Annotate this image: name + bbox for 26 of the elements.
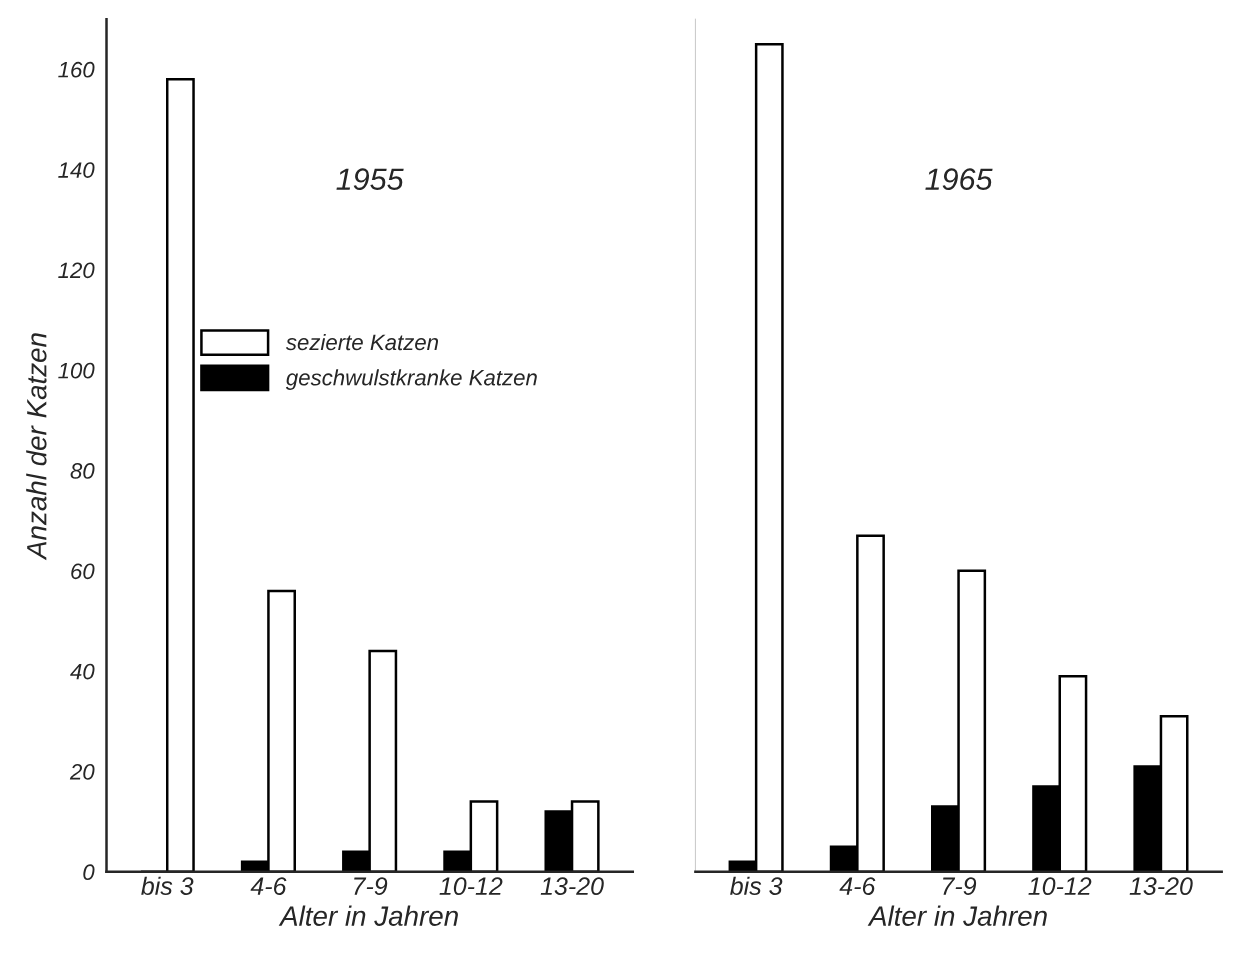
x-tick-label: bis 3 xyxy=(730,876,783,895)
y-tick-label: 20 xyxy=(69,764,95,780)
y-tick-label: 80 xyxy=(70,463,95,479)
x-tick-label: bis 3 xyxy=(141,876,194,895)
x-axis-title: Alter in Jahren xyxy=(867,905,1047,926)
legend-label: geschwulstkranke Katzen xyxy=(285,369,537,390)
x-tick-label: 10-12 xyxy=(439,877,503,895)
y-tick-label: 160 xyxy=(58,61,95,78)
y-axis-title: Anzahl der Katzen xyxy=(26,333,47,561)
x-tick-label: 4-6 xyxy=(839,877,876,895)
y-tick-label: 120 xyxy=(58,262,95,279)
y-tick-label: 0 xyxy=(83,864,95,881)
text: 1955 xyxy=(336,168,404,190)
y-tick-label: 40 xyxy=(70,663,95,680)
y-tick-label: 60 xyxy=(71,563,95,580)
y-tick-label: 100 xyxy=(58,362,95,379)
x-axis-title: Alter in Jahren xyxy=(278,905,458,926)
x-tick-label: 7-9 xyxy=(943,877,977,895)
y-tick-label: 140 xyxy=(58,162,95,178)
x-tick-label: 10-12 xyxy=(1028,877,1092,895)
x-tick-label: 13-20 xyxy=(540,877,604,895)
x-tick-label: 4-6 xyxy=(250,877,287,895)
x-tick-label: 7-9 xyxy=(354,877,388,895)
legend-label: sezierte Katzen xyxy=(285,333,439,351)
x-tick-label: 13-20 xyxy=(1129,877,1193,895)
text: 1965 xyxy=(925,168,993,190)
